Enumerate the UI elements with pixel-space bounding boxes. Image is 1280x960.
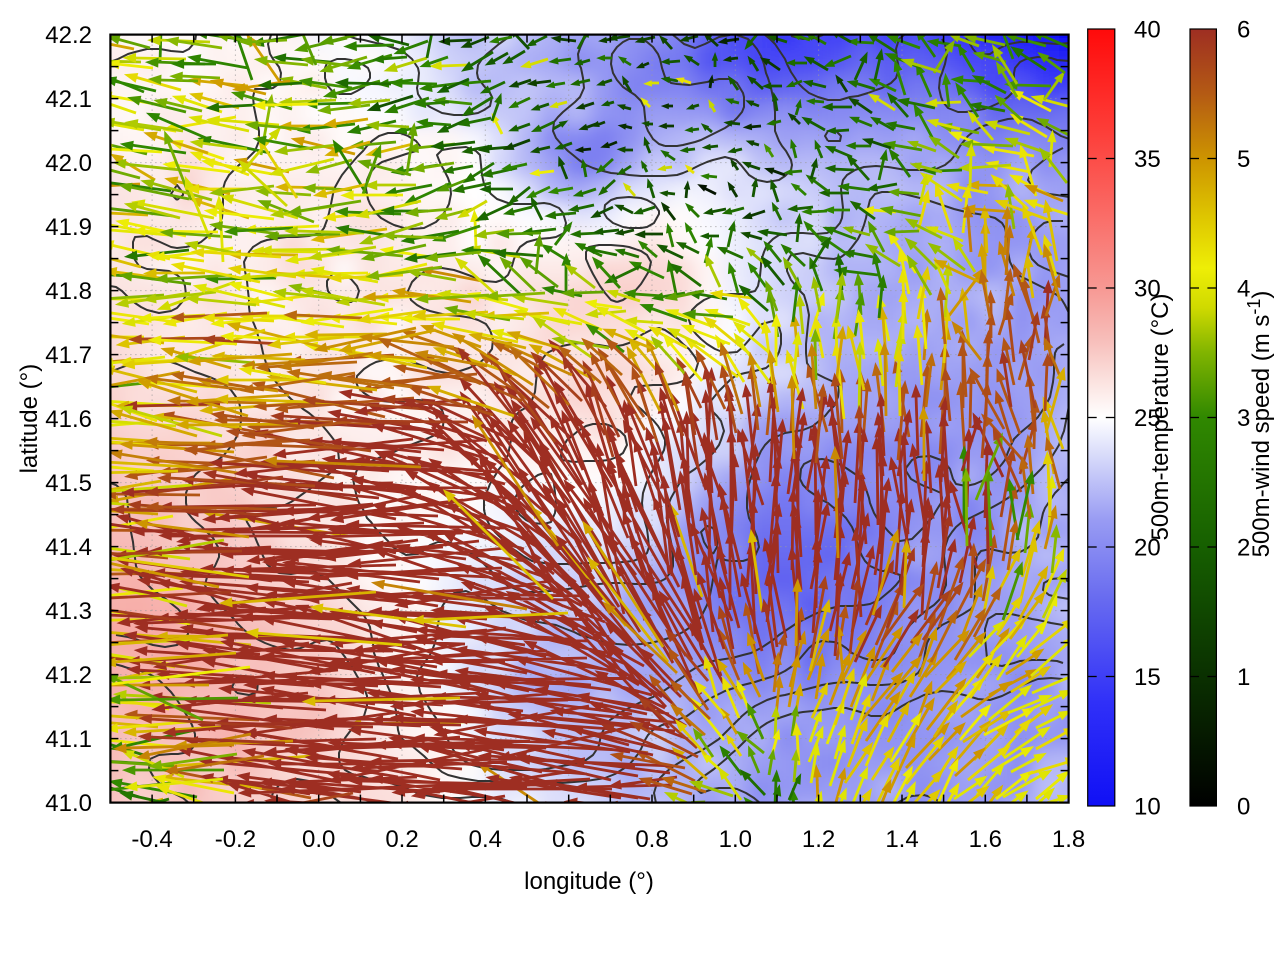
svg-text:25: 25 xyxy=(1134,405,1161,432)
svg-text:15: 15 xyxy=(1134,664,1161,691)
svg-text:1.8: 1.8 xyxy=(1052,826,1085,853)
svg-text:0.4: 0.4 xyxy=(469,826,502,853)
svg-text:latitude (°): latitude (°) xyxy=(16,364,43,474)
svg-text:42.2: 42.2 xyxy=(45,22,92,49)
svg-text:41.1: 41.1 xyxy=(45,726,92,753)
svg-text:40: 40 xyxy=(1134,17,1161,44)
svg-text:500m-temperature (°C): 500m-temperature (°C) xyxy=(1147,293,1174,540)
svg-text:41.8: 41.8 xyxy=(45,278,92,305)
svg-text:41.2: 41.2 xyxy=(45,662,92,689)
svg-text:41.7: 41.7 xyxy=(45,342,92,369)
svg-text:3: 3 xyxy=(1237,405,1250,432)
svg-text:1.0: 1.0 xyxy=(719,826,752,853)
svg-text:0.0: 0.0 xyxy=(302,826,335,853)
svg-text:4: 4 xyxy=(1237,276,1250,303)
svg-text:0.6: 0.6 xyxy=(552,826,585,853)
svg-text:0.8: 0.8 xyxy=(635,826,668,853)
svg-text:0: 0 xyxy=(1237,794,1250,821)
svg-text:6: 6 xyxy=(1237,17,1250,44)
svg-text:41.6: 41.6 xyxy=(45,406,92,433)
svg-text:-0.2: -0.2 xyxy=(215,826,256,853)
svg-text:35: 35 xyxy=(1134,146,1161,173)
svg-text:0.2: 0.2 xyxy=(385,826,418,853)
svg-text:42.1: 42.1 xyxy=(45,86,92,113)
svg-text:41.0: 41.0 xyxy=(45,790,92,817)
svg-text:1: 1 xyxy=(1237,664,1250,691)
svg-text:1.4: 1.4 xyxy=(885,826,918,853)
svg-text:1.2: 1.2 xyxy=(802,826,835,853)
svg-text:1.6: 1.6 xyxy=(969,826,1002,853)
svg-text:2: 2 xyxy=(1237,535,1250,562)
svg-text:41.3: 41.3 xyxy=(45,598,92,625)
svg-text:30: 30 xyxy=(1134,276,1161,303)
svg-text:10: 10 xyxy=(1134,794,1161,821)
svg-text:-0.4: -0.4 xyxy=(131,826,172,853)
svg-text:20: 20 xyxy=(1134,535,1161,562)
svg-text:5: 5 xyxy=(1237,146,1250,173)
svg-text:42.0: 42.0 xyxy=(45,150,92,177)
svg-text:41.9: 41.9 xyxy=(45,214,92,241)
svg-text:500m-wind speed (m s-1): 500m-wind speed (m s-1) xyxy=(1244,291,1275,558)
svg-text:41.5: 41.5 xyxy=(45,470,92,497)
svg-text:41.4: 41.4 xyxy=(45,534,92,561)
svg-text:longitude (°): longitude (°) xyxy=(524,868,654,895)
